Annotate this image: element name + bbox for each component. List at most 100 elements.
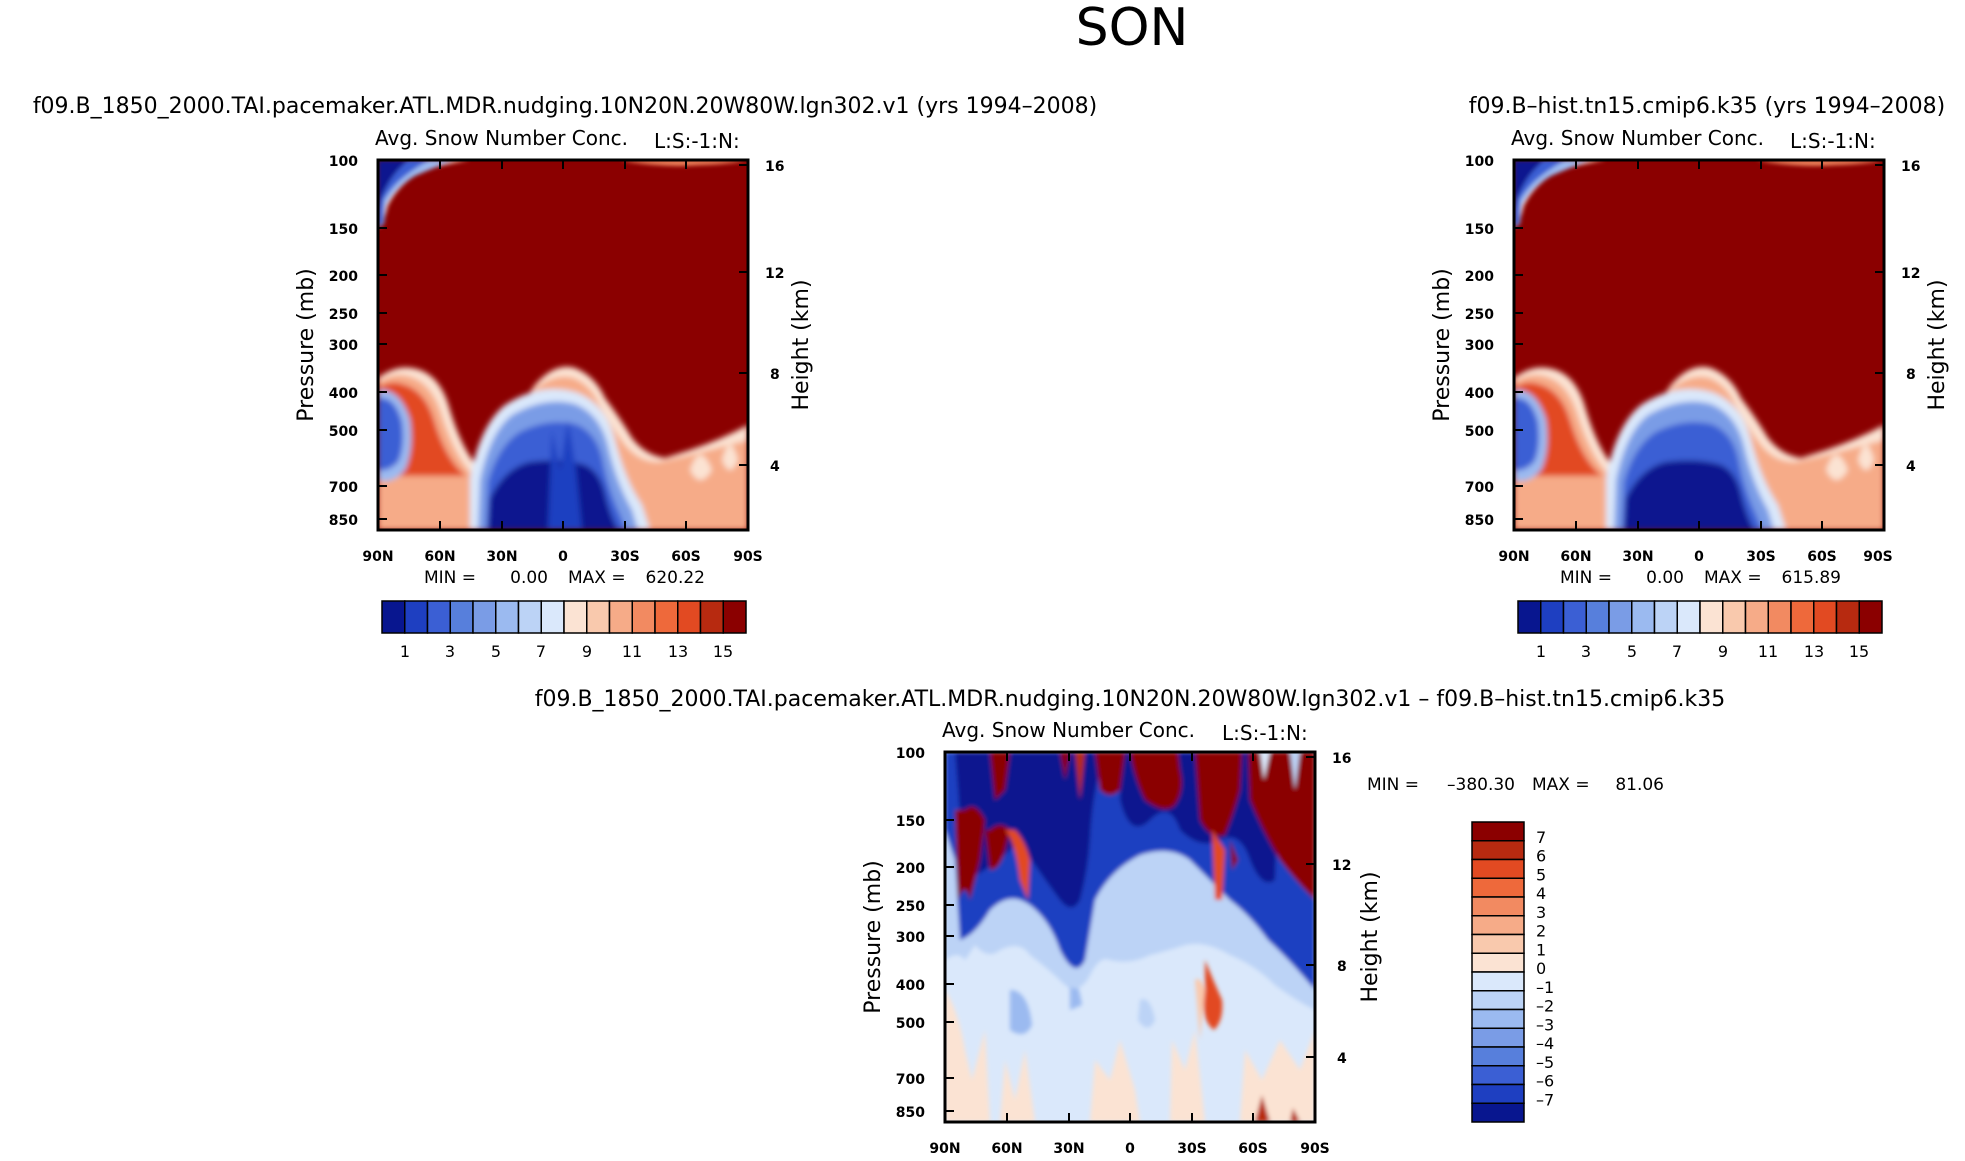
ytick-right-label: 16 [1332, 751, 1351, 767]
colorbar-label: –4 [1536, 1034, 1554, 1053]
panel-1-colorbar: 1 3 5 7 9 11 13 15 [381, 600, 747, 661]
colorbar-box [1471, 915, 1525, 936]
colorbar-box [1653, 600, 1678, 634]
panel-3-plot [945, 752, 1315, 1122]
panel-1-title: f09.B_1850_2000.TAI.pacemaker.ATL.MDR.nu… [33, 94, 1097, 119]
colorbar-box [381, 600, 406, 634]
xtick-label: 60S [1807, 549, 1837, 565]
colorbar-label: 5 [491, 642, 501, 661]
ytick-label: 500 [329, 424, 358, 440]
ytick-label: 850 [1465, 513, 1494, 529]
colorbar-box [1744, 600, 1769, 634]
max-label: MAX = [1704, 568, 1762, 588]
colorbar-box [1471, 858, 1525, 879]
ytick-right-label: 8 [1906, 367, 1916, 383]
ytick-right-label: 16 [765, 159, 784, 175]
colorbar-box [426, 600, 451, 634]
colorbar-label: 13 [668, 642, 688, 661]
colorbar-boxes [1471, 821, 1525, 1123]
panel-2-stats: MIN = 0.00 MAX = 615.89 [1560, 568, 1841, 588]
xtick-label: 30S [1746, 549, 1776, 565]
ytick-right-label: 8 [1337, 959, 1347, 975]
max-value: 81.06 [1615, 775, 1664, 795]
ytick-label: 400 [896, 978, 925, 994]
panel-1-ticks [378, 159, 748, 530]
ytick-label: 150 [1465, 222, 1494, 238]
colorbar-box [677, 600, 702, 634]
ytick-label: 250 [896, 899, 925, 915]
panel-2-field-lower [1514, 366, 1884, 530]
colorbar-label: 15 [1849, 642, 1869, 661]
colorbar-box [1471, 1027, 1525, 1048]
ytick-label: 250 [329, 307, 358, 323]
xtick-label: 0 [1125, 1141, 1135, 1157]
colorbar-box [1471, 971, 1525, 992]
colorbar-box [1471, 1102, 1525, 1123]
colorbar-boxes [381, 600, 747, 634]
colorbar-box [1699, 600, 1724, 634]
ytick-label: 700 [1465, 480, 1494, 496]
ytick-label: 500 [896, 1016, 925, 1032]
colorbar-box [563, 600, 588, 634]
colorbar-label: 3 [1581, 642, 1591, 661]
colorbar-box [1471, 933, 1525, 954]
ytick-label: 700 [329, 480, 358, 496]
colorbar-box [1540, 600, 1565, 634]
colorbar-box [1858, 600, 1883, 634]
xtick-label: 60S [1238, 1141, 1268, 1157]
panel-3-label-right: L:S:-1:N: [1222, 721, 1308, 745]
colorbar-label: 1 [400, 642, 410, 661]
xtick-label: 30S [610, 549, 640, 565]
colorbar-box [1471, 821, 1525, 842]
colorbar-box [404, 600, 429, 634]
colorbar-box [586, 600, 611, 634]
colorbar-label: 3 [445, 642, 455, 661]
panel-2-ticks [1514, 159, 1884, 530]
min-label: MIN = [1367, 775, 1419, 795]
figure-title: SON [1076, 0, 1189, 58]
colorbar-boxes [1517, 600, 1883, 634]
ytick-label: 400 [1465, 386, 1494, 402]
panel-3-field-lower [945, 960, 1315, 1122]
panel-3-right-axis: 16 12 8 4 Height (km) [1332, 751, 1383, 1067]
min-value: 0.00 [510, 568, 548, 588]
panel-3: f09.B_1850_2000.TAI.pacemaker.ATL.MDR.nu… [535, 687, 1726, 1157]
colorbar-box [1471, 877, 1525, 898]
colorbar-box [631, 600, 656, 634]
colorbar-label: 3 [1536, 903, 1546, 922]
panel-3-variable: Avg. Snow Number Conc. [942, 718, 1195, 742]
xtick-label: 30N [1053, 1141, 1084, 1157]
colorbar-label: –7 [1536, 1090, 1554, 1109]
panel-2-label-right: L:S:-1:N: [1790, 129, 1876, 153]
colorbar-box [1790, 600, 1815, 634]
colorbar-box [1608, 600, 1633, 634]
min-label: MIN = [1560, 568, 1612, 588]
max-label: MAX = [1532, 775, 1590, 795]
xtick-label: 60N [424, 549, 455, 565]
colorbar-box [1813, 600, 1838, 634]
colorbar-label: 5 [1627, 642, 1637, 661]
panel-2-right-axis: 16 12 8 4 Height (km) [1901, 159, 1950, 475]
panel-2-colorbar: 1 3 5 7 9 11 13 15 [1517, 600, 1883, 661]
colorbar-label: –3 [1536, 1015, 1554, 1034]
panel-1-stats: MIN = 0.00 MAX = 620.22 [424, 568, 705, 588]
xtick-label: 60N [991, 1141, 1022, 1157]
colorbar-label: 7 [536, 642, 546, 661]
min-value: –380.30 [1447, 775, 1515, 795]
ytick-label: 850 [329, 513, 358, 529]
panel-3-left-axis: 100 150 200 250 300 400 500 700 850 Pres… [861, 746, 925, 1121]
colorbar-box [472, 600, 497, 634]
y-axis-right-title: Height (km) [1358, 871, 1383, 1002]
ytick-right-label: 4 [1337, 1051, 1347, 1067]
panel-1-x-axis: 90N 60N 30N 0 30S 60S 90S [362, 549, 762, 565]
panel-1-label-right: L:S:-1:N: [654, 129, 740, 153]
xtick-label: 30N [1622, 549, 1653, 565]
colorbar-label: –2 [1536, 997, 1554, 1016]
colorbar-box [1767, 600, 1792, 634]
ytick-label: 300 [896, 930, 925, 946]
colorbar-box [1471, 1065, 1525, 1086]
colorbar-box [1562, 600, 1587, 634]
ytick-right-label: 8 [770, 367, 780, 383]
